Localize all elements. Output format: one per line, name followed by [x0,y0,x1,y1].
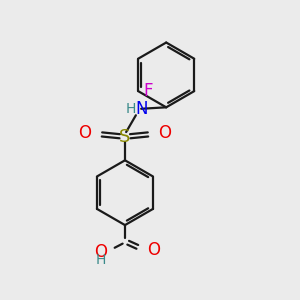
Text: O: O [147,241,160,259]
Text: O: O [158,124,172,142]
Text: N: N [135,100,147,118]
Text: H: H [95,253,106,266]
Text: H: H [125,102,136,116]
Text: O: O [78,124,92,142]
Text: F: F [143,82,153,100]
Text: S: S [119,128,131,146]
Text: O: O [94,243,107,261]
